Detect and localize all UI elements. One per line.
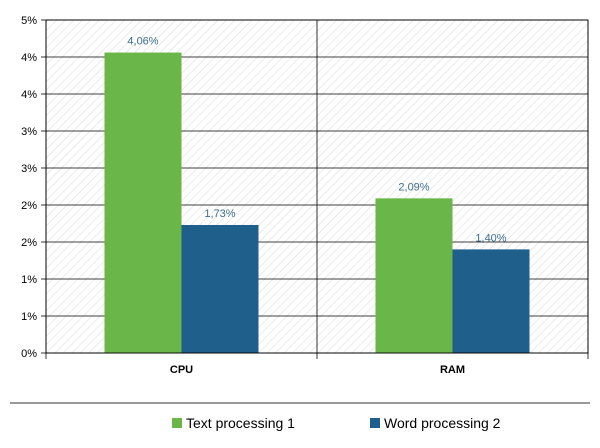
data-label-cpu-series-2: 1,73%	[204, 208, 235, 220]
legend-label-1: Text processing 1	[186, 415, 295, 431]
plot-border	[45, 19, 589, 354]
bar-ram-series-2	[452, 249, 530, 353]
legend-swatch-1	[172, 418, 182, 428]
y-tick-label-5: 3%	[21, 163, 37, 175]
y-tick-label-4: 2%	[21, 200, 37, 212]
y-tick-label-7: 4%	[21, 89, 37, 101]
data-label-ram-series-2: 1,40%	[475, 232, 506, 244]
legend-label-2: Word processing 2	[384, 415, 501, 431]
legend-swatch-2	[370, 418, 380, 428]
y-tick-label-8: 4%	[21, 52, 37, 64]
y-tick-label-6: 3%	[21, 126, 37, 138]
data-label-ram-series-1: 2,09%	[398, 181, 429, 193]
axes: 0% 1% 1% 2% 2% 3% 3% 4% 4% 5% CPU RAM	[21, 15, 589, 376]
bar-cpu-series-2	[181, 224, 259, 353]
bar-ram-series-1	[375, 198, 453, 353]
y-tick-label-0: 0%	[21, 348, 37, 360]
data-label-cpu-series-1: 4,06%	[127, 36, 158, 48]
y-tick-label-9: 5%	[21, 15, 37, 27]
y-tick-label-2: 1%	[21, 274, 37, 286]
x-category-label-ram: RAM	[440, 364, 465, 376]
bar-cpu-series-1	[104, 52, 182, 354]
data-labels: 4,06% 1,73% 2,09% 1,40%	[127, 36, 506, 245]
x-category-label-cpu: CPU	[170, 364, 193, 376]
y-tick-label-3: 2%	[21, 237, 37, 249]
y-tick-label-1: 1%	[21, 311, 37, 323]
legend: Text processing 1 Word processing 2	[172, 415, 501, 431]
bars	[104, 52, 530, 354]
